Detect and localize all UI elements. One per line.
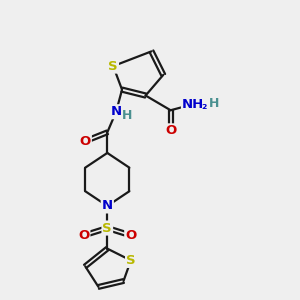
Text: S: S <box>126 254 136 267</box>
Text: ₂: ₂ <box>201 99 207 112</box>
Text: H: H <box>122 109 133 122</box>
Text: N: N <box>102 200 113 212</box>
Text: O: O <box>80 135 91 148</box>
Text: S: S <box>103 221 112 235</box>
Text: S: S <box>108 60 118 73</box>
Text: O: O <box>165 124 176 137</box>
Text: N: N <box>111 105 122 118</box>
Text: H: H <box>209 97 219 110</box>
Text: O: O <box>125 229 136 242</box>
Text: O: O <box>78 229 89 242</box>
Text: NH: NH <box>182 98 204 111</box>
